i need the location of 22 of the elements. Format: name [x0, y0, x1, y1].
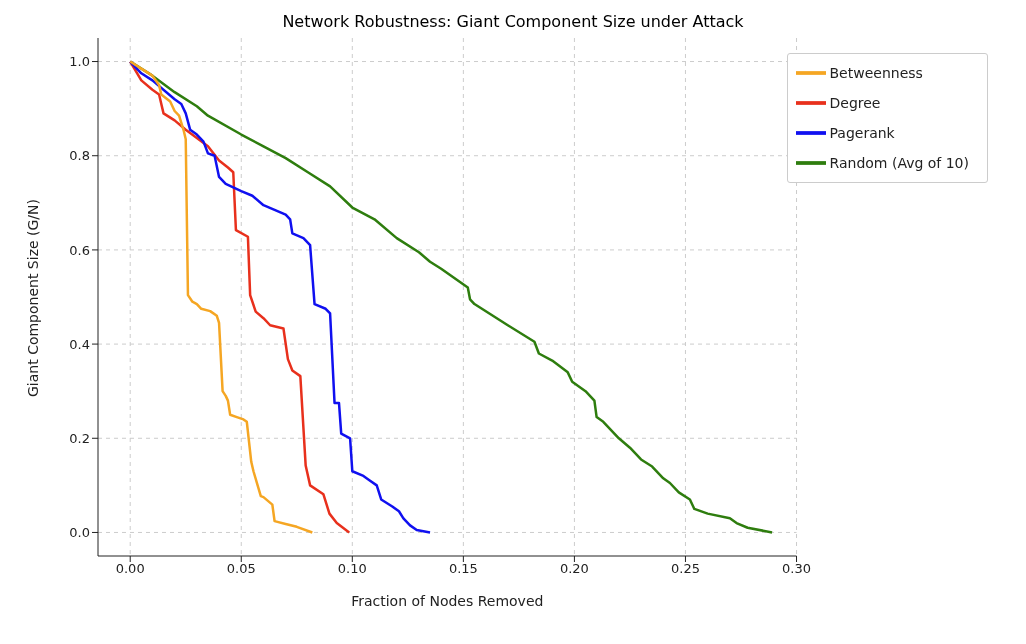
x-tick-label: 0.10 [337, 561, 367, 577]
x-axis-title: Fraction of Nodes Removed [351, 593, 544, 609]
x-tick-label: 0.20 [559, 561, 589, 577]
y-tick-label: 0.6 [69, 242, 90, 258]
line-series [128, 60, 432, 534]
y-tick-label: 1.0 [69, 54, 90, 70]
y-tick-label: 0.2 [69, 430, 90, 446]
x-tick-label: 0.25 [670, 561, 700, 577]
legend-label: Pagerank [829, 124, 895, 141]
legend-label: Degree [829, 94, 881, 111]
y-tick-label: 0.0 [69, 525, 90, 541]
line-series [128, 60, 314, 534]
y-axis-title: Giant Component Size (G/N) [24, 198, 41, 397]
y-tick-label: 0.8 [69, 148, 90, 164]
x-tick-label: 0.05 [226, 561, 256, 577]
x-tick-label: 0.15 [448, 561, 478, 577]
legend-label: Betweenness [829, 64, 923, 81]
chart-title: Network Robustness: Giant Component Size under Attack [281, 12, 745, 31]
x-tick-label: 0.30 [782, 561, 811, 577]
y-tick-label: 0.4 [69, 336, 90, 352]
legend-label: Random (Avg of 10) [829, 154, 969, 171]
x-tick-label: 0.00 [115, 561, 145, 577]
